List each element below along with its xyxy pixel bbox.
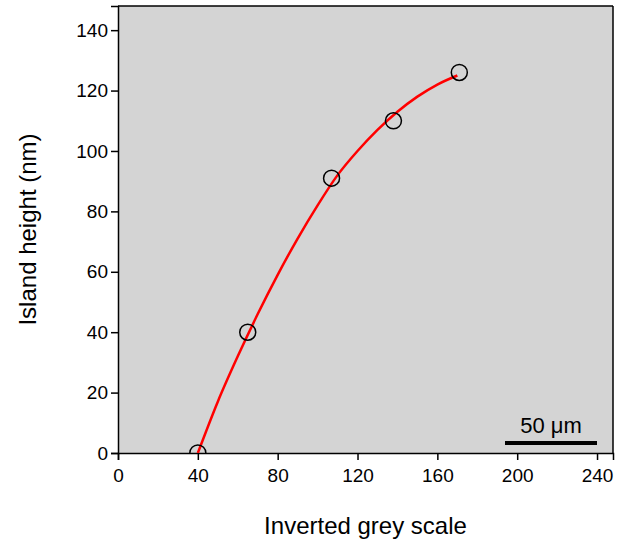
x-axis-title: Inverted grey scale bbox=[264, 512, 467, 539]
data-point bbox=[385, 113, 401, 129]
tick: 120 bbox=[76, 80, 118, 101]
tick: 80 bbox=[87, 201, 118, 222]
tick: 60 bbox=[87, 261, 118, 282]
y-axis-title: Island height (nm) bbox=[14, 133, 41, 325]
tick: 0 bbox=[113, 453, 124, 486]
axis-line bbox=[111, 7, 119, 454]
tick-mark bbox=[111, 151, 118, 153]
tick-label: 60 bbox=[87, 261, 108, 282]
fit-line bbox=[198, 75, 457, 453]
tick-mark bbox=[517, 453, 519, 460]
tick: 20 bbox=[87, 382, 118, 403]
tick-label: 160 bbox=[422, 465, 454, 486]
tick: 200 bbox=[502, 453, 534, 486]
tick-label: 140 bbox=[76, 20, 108, 41]
tick-mark bbox=[198, 453, 200, 460]
tick-mark bbox=[111, 392, 118, 394]
plot: 0 40 80 120 160 200 240 0 20 40 60 80 100 120 140 50 μm bbox=[76, 6, 613, 486]
tick: 0 bbox=[97, 443, 118, 464]
tick-label: 100 bbox=[76, 141, 108, 162]
frame bbox=[612, 6, 614, 453]
tick-label: 200 bbox=[502, 465, 534, 486]
tick: 140 bbox=[76, 20, 118, 41]
tick-mark bbox=[111, 332, 118, 334]
tick-label: 240 bbox=[582, 465, 614, 486]
tick-label: 80 bbox=[87, 201, 108, 222]
tick-label: 80 bbox=[268, 465, 289, 486]
tick-label: 0 bbox=[113, 465, 124, 486]
tick: 240 bbox=[582, 453, 614, 486]
tick-mark bbox=[357, 453, 359, 460]
tick-mark bbox=[111, 30, 118, 32]
tick-mark bbox=[111, 272, 118, 274]
scale-bar bbox=[505, 441, 597, 445]
plot-background bbox=[118, 6, 613, 453]
tick: 40 bbox=[188, 453, 209, 486]
tick-mark bbox=[111, 453, 118, 455]
tick: 80 bbox=[268, 453, 289, 486]
tick-label: 120 bbox=[76, 80, 108, 101]
data-point bbox=[240, 324, 256, 340]
tick: 120 bbox=[342, 453, 374, 486]
tick-label: 40 bbox=[188, 465, 209, 486]
tick-mark bbox=[597, 453, 599, 460]
tick-label: 20 bbox=[87, 382, 108, 403]
scale-bar-label: 50 μm bbox=[520, 413, 582, 438]
x-axis: 0 40 80 120 160 200 240 bbox=[113, 453, 613, 486]
tick-label: 40 bbox=[87, 322, 108, 343]
tick: 160 bbox=[422, 453, 454, 486]
chart: 0 40 80 120 160 200 240 0 20 40 60 80 100 120 140 50 μm… bbox=[0, 0, 627, 548]
tick-mark bbox=[111, 90, 118, 92]
tick-mark bbox=[111, 211, 118, 213]
tick-mark bbox=[437, 453, 439, 460]
tick: 40 bbox=[87, 322, 118, 343]
frame bbox=[118, 5, 613, 7]
tick-label: 120 bbox=[342, 465, 374, 486]
data-point bbox=[324, 170, 340, 186]
marks bbox=[190, 64, 467, 453]
y-axis: 0 20 40 60 80 100 120 140 bbox=[76, 7, 118, 464]
data-point bbox=[190, 445, 206, 453]
tick-label: 0 bbox=[97, 443, 108, 464]
axis-line bbox=[119, 454, 614, 461]
data-point bbox=[451, 64, 467, 80]
tick: 100 bbox=[76, 141, 118, 162]
tick-mark bbox=[277, 453, 279, 460]
